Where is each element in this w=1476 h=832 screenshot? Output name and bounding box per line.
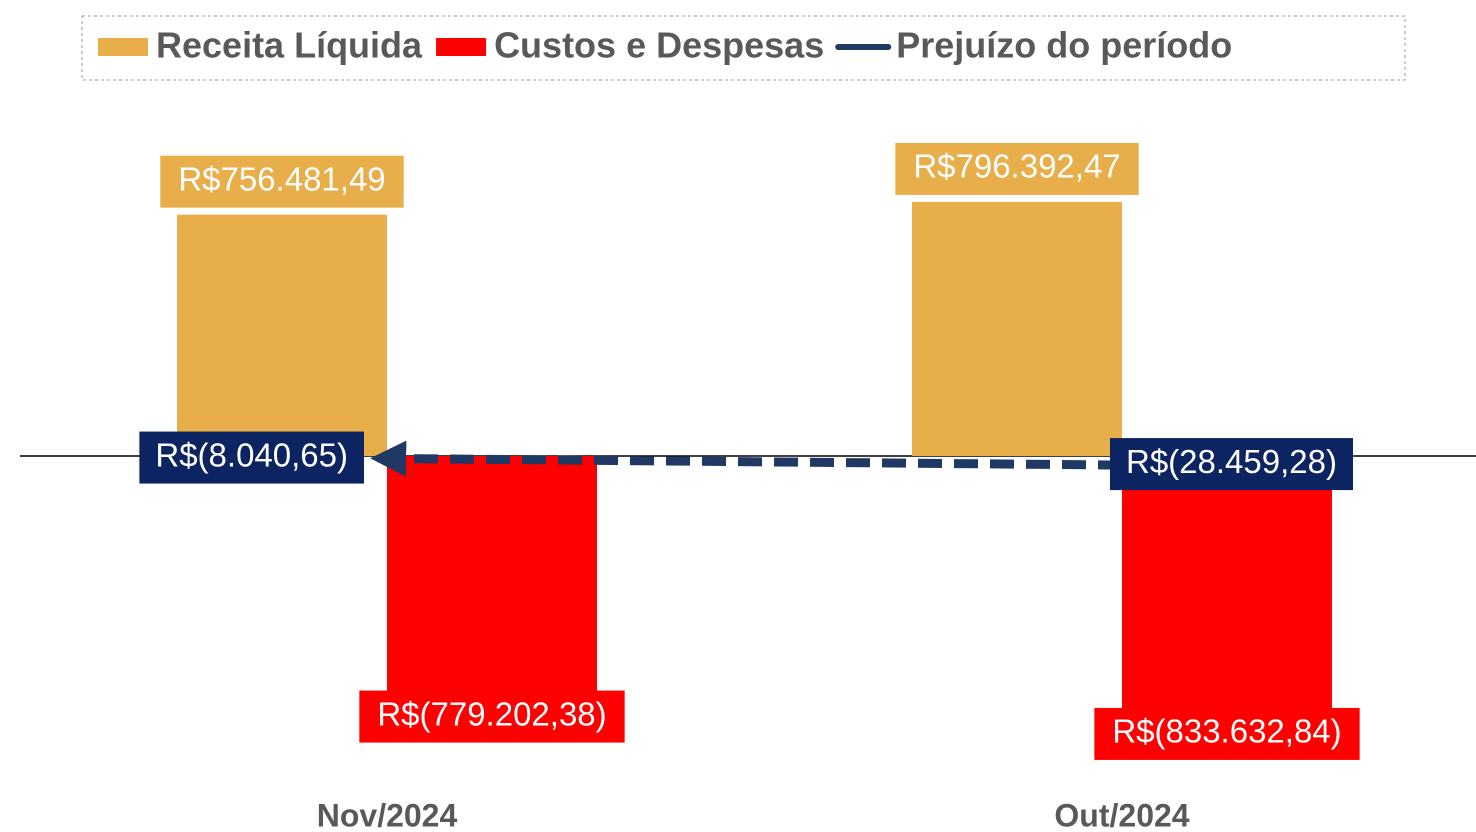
- data-label: R$(8.040,65): [155, 436, 348, 473]
- x-tick-label: Nov/2024: [317, 797, 458, 832]
- line: [370, 440, 1123, 477]
- legend-swatch: [436, 38, 487, 56]
- bar: [1122, 456, 1332, 722]
- data-label: R$(779.202,38): [377, 695, 606, 732]
- legend-label: Prejuízo do período: [896, 25, 1232, 66]
- legend-label: Receita Líquida: [156, 25, 423, 66]
- bar: [912, 201, 1122, 456]
- legend-box: [81, 15, 1406, 81]
- data-label: R$(833.632,84): [1112, 713, 1341, 750]
- data-label: R$756.481,49: [178, 160, 385, 197]
- legend-label: Custos e Despesas: [494, 25, 824, 66]
- x-tick-label: Out/2024: [1054, 797, 1189, 832]
- bar: [177, 214, 387, 456]
- data-label-box: [1094, 707, 1360, 760]
- data-label-box: [160, 155, 404, 208]
- data-label-box: [1110, 438, 1353, 491]
- data-label: R$(28.459,28): [1126, 443, 1337, 480]
- data-label-box: [895, 142, 1139, 195]
- data-label-box: [359, 690, 625, 743]
- data-label-box: [139, 431, 364, 484]
- data-label: R$796.392,47: [913, 148, 1120, 185]
- legend-swatch: [98, 38, 148, 56]
- bar: [387, 456, 597, 705]
